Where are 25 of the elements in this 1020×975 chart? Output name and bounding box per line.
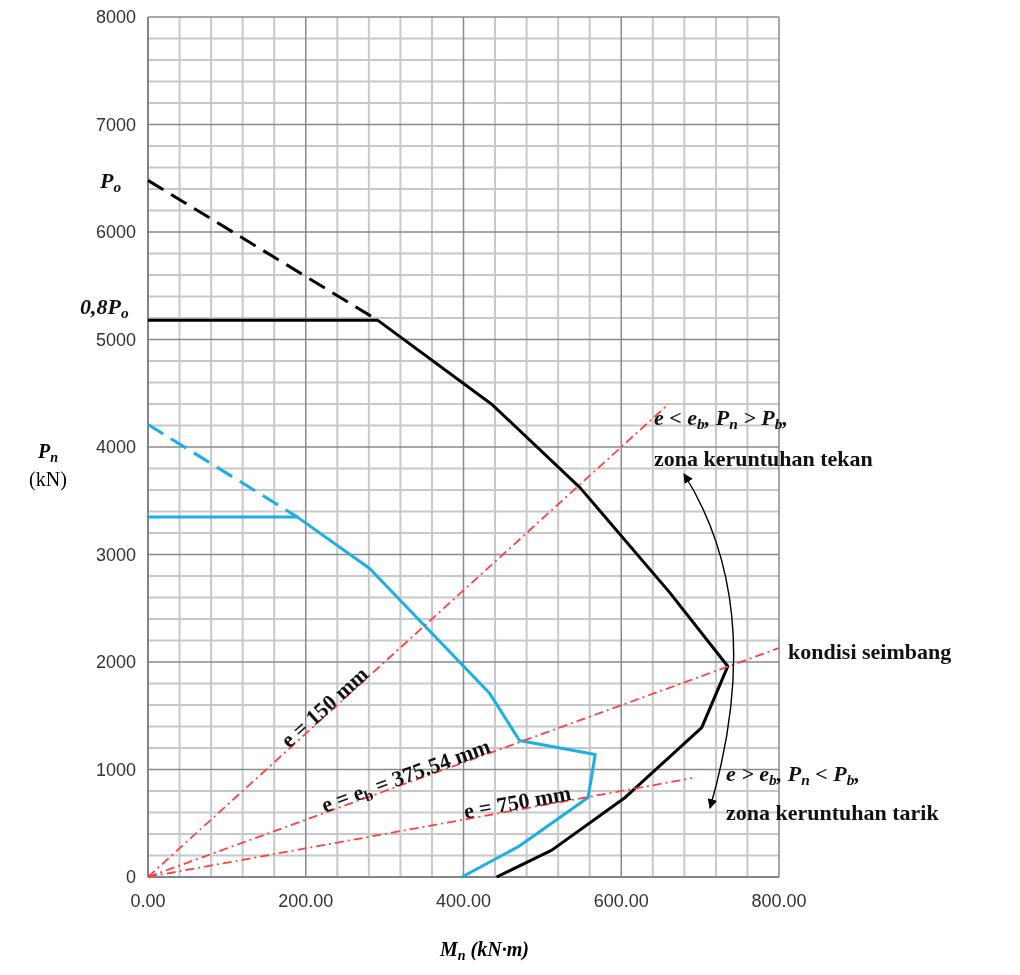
y-tick-label: 6000 <box>95 222 136 242</box>
y-axis-title: P$_{n}$ (kN) <box>29 440 67 491</box>
annotation: e > e$_{b}$, P$_{n}$ < P$_{b}$, <box>726 761 860 788</box>
y-tick-label: 7000 <box>95 114 136 135</box>
y-tick-label: 4000 <box>95 437 136 457</box>
text: kondisi seimbang <box>788 639 952 664</box>
annotation: e = 150 mm <box>275 661 374 753</box>
x-tick-label: 800.00 <box>751 891 807 911</box>
x-axis-title: M$_{n}$ (kN·m) <box>439 938 529 963</box>
annotation: e = 750 mm <box>461 780 573 824</box>
y-tick-label: 1000 <box>95 759 136 780</box>
y-tick-label: 2000 <box>95 652 136 672</box>
annotation: P$_{o}$ <box>99 168 122 196</box>
x-tick-label: 600.00 <box>593 891 649 911</box>
annotation: e < e$_{b}$, P$_{n}$ > P$_{b}$, <box>654 405 788 432</box>
y-tick-label: 5000 <box>95 329 136 350</box>
y-tick-label: 8000 <box>95 7 136 27</box>
annotation: zona keruntuhan tekan <box>654 446 873 471</box>
x-tick-label: 200.00 <box>278 891 334 911</box>
annotation: zona keruntuhan tarik <box>726 800 940 825</box>
x-tick-label: 400.00 <box>435 891 492 911</box>
y-tick-label: 0 <box>125 867 136 887</box>
y-tick-label: 3000 <box>95 544 136 565</box>
annotation: 0,8P$_{o}$ <box>80 294 129 321</box>
x-tick-label: 0.00 <box>130 891 166 911</box>
